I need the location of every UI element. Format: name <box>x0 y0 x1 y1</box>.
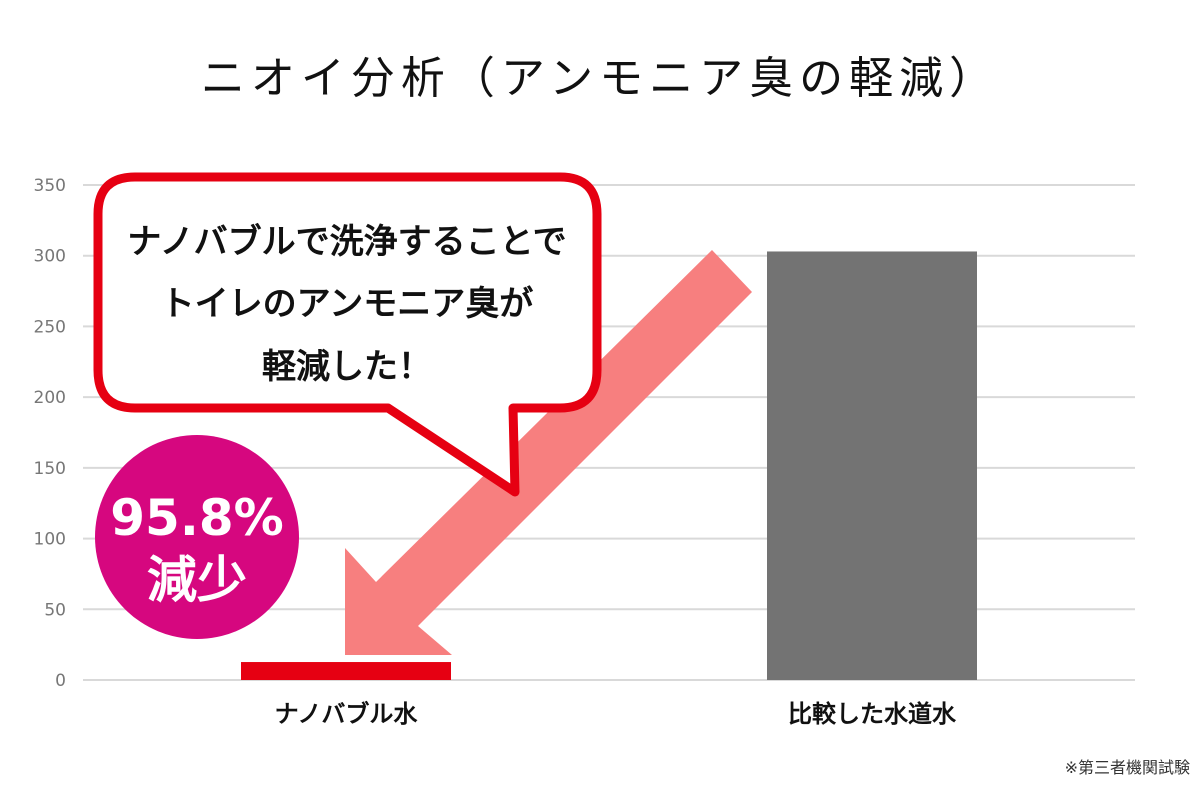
y-tick-label: 200 <box>34 388 66 408</box>
y-axis-ticks: 0 50 100 150 200 250 300 350 <box>34 176 66 691</box>
badge-label: 減少 <box>147 551 247 609</box>
reduction-badge <box>95 435 299 639</box>
x-category-label: ナノバブル水 <box>275 700 419 728</box>
x-axis-labels: ナノバブル水 比較した水道水 <box>275 700 957 728</box>
speech-bubble <box>93 172 602 497</box>
y-tick-label: 50 <box>44 600 66 620</box>
y-tick-label: 300 <box>34 247 66 267</box>
callout-line-1: ナノバブルで洗浄することで <box>127 222 566 262</box>
y-tick-label: 350 <box>34 176 66 196</box>
bar-1 <box>241 662 451 680</box>
y-tick-label: 150 <box>34 459 66 479</box>
footnote: ※第三者機関試験 <box>1064 758 1190 777</box>
callout-line-3: 軽減した！ <box>262 347 432 387</box>
bars <box>241 251 977 680</box>
bar-2 <box>767 251 977 680</box>
y-tick-label: 0 <box>55 671 66 691</box>
down-arrow-icon <box>345 250 752 655</box>
y-tick-label: 250 <box>34 317 66 337</box>
y-tick-label: 100 <box>34 530 66 550</box>
badge-value: 95.8% <box>110 489 283 547</box>
callout-line-2: トイレのアンモニア臭が <box>161 284 534 324</box>
x-category-label: 比較した水道水 <box>788 700 957 728</box>
chart-title: ニオイ分析（アンモニア臭の軽減） <box>200 53 1000 104</box>
